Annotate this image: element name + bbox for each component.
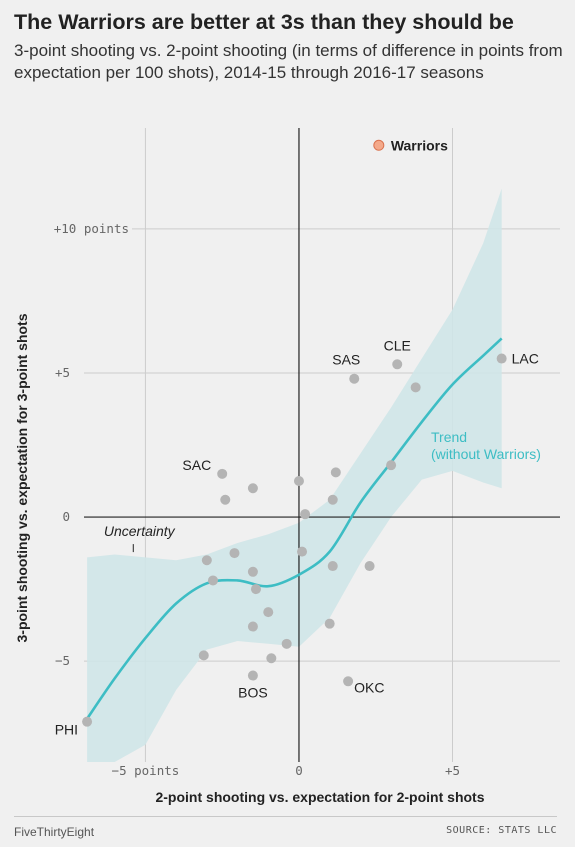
brand-label: FiveThirtyEight [14, 825, 95, 839]
team-point [330, 467, 341, 478]
team-label-phi: PHI [55, 722, 78, 738]
team-point [82, 716, 93, 727]
y-axis-title: 3-point shooting vs. expectation for 3-p… [14, 313, 30, 642]
team-point [247, 483, 258, 494]
team-point [300, 509, 311, 520]
team-label-lac: LAC [512, 351, 539, 367]
team-label-warriors: Warriors [391, 137, 448, 153]
team-point [250, 584, 261, 595]
team-point [297, 546, 308, 557]
uncertainty-annotation: Uncertainty [104, 523, 176, 539]
team-label-bos: BOS [238, 685, 268, 701]
trend-label-line: Trend [431, 429, 467, 445]
y-tick-label: 0 [62, 509, 70, 524]
team-point [392, 359, 403, 370]
x-axis-title: 2-point shooting vs. expectation for 2-p… [155, 789, 484, 805]
y-tick-label: +10 points [54, 221, 129, 236]
team-point [349, 373, 360, 384]
warriors-point [373, 139, 385, 151]
chart-title: The Warriors are better at 3s than they … [14, 10, 514, 34]
team-point [386, 460, 397, 471]
team-point [198, 650, 209, 661]
x-tick-label: −5 points [112, 763, 180, 778]
team-point [263, 607, 274, 618]
trend-line [85, 337, 503, 720]
team-point [266, 653, 277, 664]
chart-subtitle: 3-point shooting vs. 2-point shooting (i… [14, 41, 563, 82]
team-label-sac: SAC [182, 457, 211, 473]
team-point [410, 382, 421, 393]
y-tick-label: −5 [55, 653, 70, 668]
team-point [343, 676, 354, 687]
team-point [220, 494, 231, 505]
source-label: SOURCE: STATS LLC [446, 825, 557, 836]
team-label-okc: OKC [354, 679, 384, 695]
trend-label: Trend (without Warriors) [431, 429, 541, 462]
team-point [293, 476, 304, 487]
team-point [207, 575, 218, 586]
team-point [327, 561, 338, 572]
trend-label-line: (without Warriors) [431, 446, 541, 462]
team-point [364, 561, 375, 572]
team-label-sas: SAS [332, 352, 360, 368]
team-point [217, 468, 228, 479]
team-point [327, 494, 338, 505]
footer-divider [14, 816, 557, 817]
team-point [201, 555, 212, 566]
team-point [247, 670, 258, 681]
team-point [324, 618, 335, 629]
y-tick-label: +5 [55, 365, 70, 380]
x-tick-label: +5 [445, 763, 460, 778]
team-point [247, 566, 258, 577]
uncertainty-band [87, 188, 502, 762]
team-point [247, 621, 258, 632]
team-point [229, 548, 240, 559]
team-label-cle: CLE [384, 337, 411, 353]
team-point [281, 638, 292, 649]
team-point [496, 353, 507, 364]
x-tick-label: 0 [295, 763, 303, 778]
